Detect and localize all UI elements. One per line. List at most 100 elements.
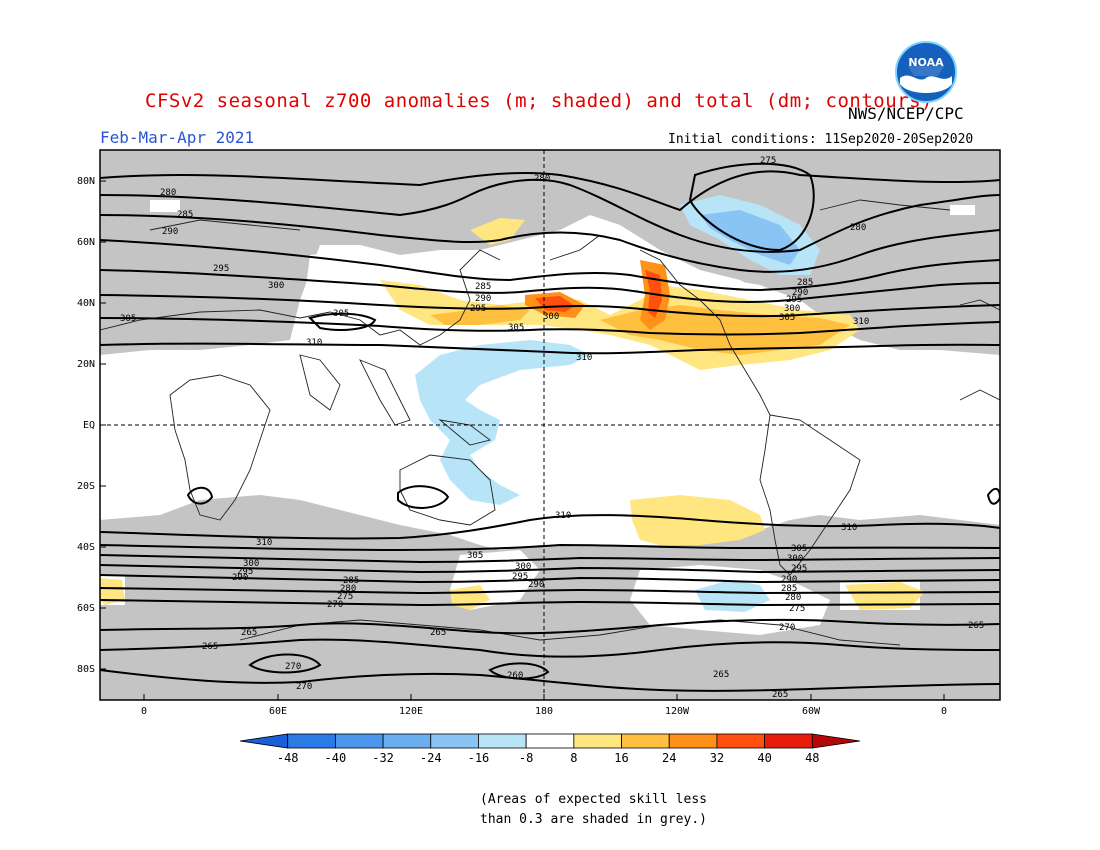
colorbar-segment bbox=[382, 733, 432, 749]
contour-label-305e: 305 bbox=[467, 551, 483, 561]
colorbar-label: 32 bbox=[710, 751, 724, 765]
contour-label-300c: 300 bbox=[784, 304, 800, 314]
contour-label-300a: 300 bbox=[268, 281, 284, 291]
colorbar-label: -32 bbox=[372, 751, 394, 765]
agency-label: NWS/NCEP/CPC bbox=[848, 104, 964, 123]
contour-label-280d: 280 bbox=[340, 584, 356, 594]
contour-label-280a: 280 bbox=[534, 174, 550, 184]
contour-label-310c: 310 bbox=[853, 317, 869, 327]
season-label: Feb-Mar-Apr 2021 bbox=[100, 128, 255, 147]
contour-label-265a: 265 bbox=[241, 628, 257, 638]
colorbar-segment bbox=[668, 733, 718, 749]
contour-label-295c: 295 bbox=[786, 295, 802, 305]
contour-label-310d: 310 bbox=[256, 538, 272, 548]
contour-label-290a: 290 bbox=[162, 227, 178, 237]
contour-label-295e: 295 bbox=[512, 572, 528, 582]
contour-label-305f: 305 bbox=[791, 544, 807, 554]
contour-label-280b: 280 bbox=[160, 188, 176, 198]
lat-label-20s: 20S bbox=[77, 481, 95, 492]
contour-label-305a: 305 bbox=[120, 314, 136, 324]
contour-label-275: 275 bbox=[760, 156, 776, 166]
colorbar-segment bbox=[334, 733, 384, 749]
colorbar-segment bbox=[764, 733, 813, 749]
contour-label-295b: 295 bbox=[470, 304, 486, 314]
contour-label-280c: 280 bbox=[850, 223, 866, 233]
lat-label-60n: 60N bbox=[77, 237, 95, 248]
reference-lines bbox=[100, 150, 1000, 700]
lon-label-60w: 60W bbox=[802, 706, 821, 717]
contour-label-270f: 270 bbox=[779, 623, 795, 633]
contour-label-300d: 300 bbox=[243, 559, 259, 569]
contour-label-285d: 285 bbox=[343, 576, 359, 586]
colorbar-segment bbox=[287, 733, 336, 749]
contour-label-265b: 265 bbox=[430, 628, 446, 638]
contour-label-310e: 310 bbox=[555, 511, 571, 521]
lat-label-60s: 60S bbox=[77, 603, 95, 614]
contour-label-295d: 295 bbox=[237, 567, 253, 577]
colorbar-label: 40 bbox=[757, 751, 771, 765]
colorbar-label: -8 bbox=[519, 751, 533, 765]
colorbar-segment bbox=[478, 733, 527, 749]
contour-label-290e: 290 bbox=[528, 580, 544, 590]
contours bbox=[100, 162, 1000, 692]
colorbar-label: -48 bbox=[277, 751, 299, 765]
colorbar-segment bbox=[573, 733, 622, 749]
initial-conditions-label: Initial conditions: 11Sep2020-20Sep2020 bbox=[668, 132, 974, 147]
colorbar-label: 24 bbox=[662, 751, 676, 765]
lat-label-20n: 20N bbox=[77, 359, 95, 370]
lat-label-40s: 40S bbox=[77, 542, 95, 553]
contour-label-290c: 290 bbox=[792, 288, 808, 298]
contour-label-265e: 265 bbox=[713, 670, 729, 680]
contour-label-310f: 310 bbox=[841, 523, 857, 533]
lon-label-120w: 120W bbox=[665, 706, 690, 717]
negative-anomaly-pacific bbox=[415, 340, 590, 505]
skill-note-line2: than 0.3 are shaded in grey.) bbox=[480, 812, 707, 827]
colorbar-segment bbox=[525, 733, 575, 749]
lat-label-eq: EQ bbox=[83, 420, 95, 431]
grey-skill-south bbox=[100, 495, 1000, 700]
noaa-logo: NOAA bbox=[895, 41, 957, 103]
grey-skill-north bbox=[100, 150, 1000, 355]
skill-note-line1: (Areas of expected skill less bbox=[480, 792, 707, 807]
contour-label-300f: 300 bbox=[787, 554, 803, 564]
colorbar-label: 8 bbox=[570, 751, 577, 765]
contour-label-265f: 265 bbox=[772, 690, 788, 700]
contour-label-270d: 270 bbox=[327, 600, 343, 610]
lon-label-180: 180 bbox=[535, 706, 553, 717]
lon-label-0a: 0 bbox=[141, 706, 147, 717]
contour-label-265c: 265 bbox=[968, 621, 984, 631]
contour-label-285b: 285 bbox=[475, 282, 491, 292]
contour-label-270g: 270 bbox=[285, 662, 301, 672]
contour-label-300b: 300 bbox=[543, 312, 559, 322]
contour-label-265d: 265 bbox=[202, 642, 218, 652]
colorbar-segment bbox=[716, 733, 766, 749]
contour-label-285a: 285 bbox=[177, 210, 193, 220]
contour-label-305b: 305 bbox=[333, 309, 349, 319]
contour-label-305c: 305 bbox=[508, 323, 524, 333]
contour-label-285c: 285 bbox=[797, 278, 813, 288]
colorbar-segment bbox=[430, 733, 479, 749]
contour-label-300e: 300 bbox=[515, 562, 531, 572]
map-title: CFSv2 seasonal z700 anomalies (m; shaded… bbox=[145, 90, 933, 112]
colorbar-label: -40 bbox=[325, 751, 347, 765]
colorbar-segment bbox=[239, 733, 289, 749]
colorbar-label: -16 bbox=[468, 751, 490, 765]
contour-label-295f: 295 bbox=[791, 564, 807, 574]
contour-label-310a: 310 bbox=[306, 338, 322, 348]
colorbar-segment bbox=[621, 733, 670, 749]
colorbar-label: -24 bbox=[420, 751, 442, 765]
contour-label-290b: 290 bbox=[475, 294, 491, 304]
coastlines bbox=[100, 199, 1000, 646]
contour-label-305d: 305 bbox=[779, 313, 795, 323]
lon-label-60e: 60E bbox=[269, 706, 287, 717]
colorbar-label: 16 bbox=[614, 751, 628, 765]
contour-label-290f: 290 bbox=[781, 575, 797, 585]
contour-label-280f: 280 bbox=[785, 593, 801, 603]
lat-label-80s: 80S bbox=[77, 664, 95, 675]
noaa-logo-text: NOAA bbox=[908, 56, 944, 69]
contour-label-260: 260 bbox=[507, 671, 523, 681]
contour-label-285f: 285 bbox=[781, 584, 797, 594]
contour-label-295a: 295 bbox=[213, 264, 229, 274]
lon-label-120e: 120E bbox=[399, 706, 423, 717]
